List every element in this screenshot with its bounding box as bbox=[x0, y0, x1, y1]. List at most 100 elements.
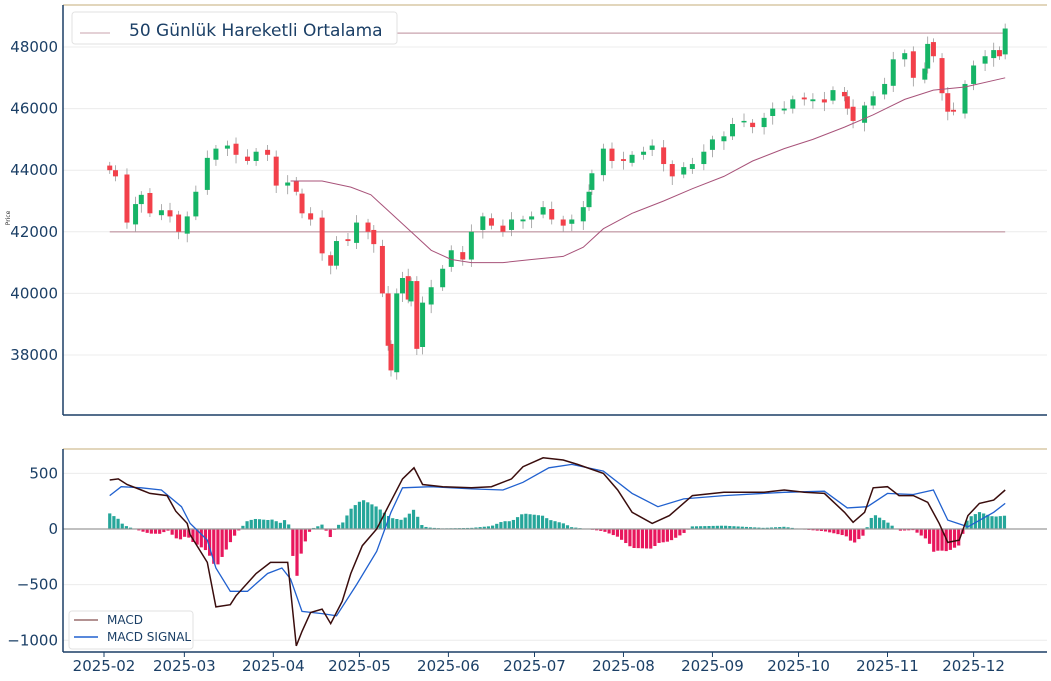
histogram-bar bbox=[932, 529, 935, 552]
x-tick-label: 2025-02 bbox=[73, 657, 136, 675]
candle-body bbox=[690, 164, 695, 169]
candle-body bbox=[891, 59, 896, 85]
candle-body bbox=[710, 139, 715, 149]
histogram-bar bbox=[970, 516, 973, 529]
histogram-bar bbox=[524, 514, 527, 529]
histogram-bar bbox=[503, 521, 506, 529]
histogram-bar bbox=[121, 524, 124, 529]
chart-title: 50 Günlük Hareketli Ortalama bbox=[129, 21, 383, 41]
histogram-bar bbox=[362, 500, 365, 529]
histogram-bar bbox=[399, 520, 402, 529]
histogram-bar bbox=[158, 529, 161, 534]
histogram-bar bbox=[920, 529, 923, 536]
histogram-bar bbox=[508, 521, 511, 529]
y-tick-label: 40000 bbox=[10, 284, 58, 302]
histogram-bar bbox=[266, 520, 269, 529]
candle-body bbox=[176, 215, 181, 232]
histogram-bar bbox=[878, 518, 881, 529]
candle-body bbox=[193, 192, 198, 217]
candle-body bbox=[730, 124, 735, 136]
histogram-bar bbox=[262, 520, 265, 529]
histogram-bar bbox=[558, 522, 561, 529]
histogram-bar bbox=[171, 529, 174, 535]
candle-body bbox=[601, 149, 606, 175]
histogram-bar bbox=[283, 520, 286, 529]
histogram-bar bbox=[408, 514, 411, 529]
candle-body bbox=[882, 84, 887, 94]
histogram-bar bbox=[175, 529, 178, 538]
candle-body bbox=[549, 209, 554, 219]
candle-body bbox=[294, 181, 299, 192]
candle-body bbox=[469, 232, 474, 260]
candle-body bbox=[168, 210, 173, 216]
histogram-bar bbox=[936, 529, 939, 551]
histogram-bar bbox=[279, 523, 282, 529]
candle-body bbox=[762, 118, 767, 127]
histogram-bar bbox=[528, 514, 531, 529]
candle-body bbox=[822, 99, 827, 102]
y-tick-label: 0 bbox=[48, 520, 58, 538]
candle-body bbox=[124, 175, 129, 223]
candle-body bbox=[366, 223, 371, 232]
histogram-bar bbox=[416, 517, 419, 529]
candle-body bbox=[630, 155, 635, 163]
candle-body bbox=[371, 230, 376, 244]
histogram-bar bbox=[412, 510, 415, 529]
histogram-bar bbox=[641, 529, 644, 548]
candle-body bbox=[925, 44, 930, 69]
y-tick-label: 48000 bbox=[10, 38, 58, 56]
histogram-bar bbox=[861, 529, 864, 536]
histogram-bar bbox=[183, 529, 186, 537]
histogram-bar bbox=[216, 529, 219, 564]
candle-body bbox=[641, 152, 646, 155]
histogram-bar bbox=[662, 529, 665, 542]
candle-body bbox=[721, 136, 726, 141]
legend-macd-signal: MACD SIGNAL bbox=[107, 630, 191, 644]
candle-body bbox=[147, 193, 152, 213]
candle-body bbox=[810, 99, 815, 101]
histogram-bar bbox=[275, 521, 278, 529]
histogram-bar bbox=[516, 517, 519, 529]
histogram-bar bbox=[295, 529, 298, 576]
candle-body bbox=[650, 146, 655, 150]
candle-body bbox=[139, 195, 144, 204]
candle-body bbox=[670, 164, 675, 176]
candle-body bbox=[480, 216, 485, 230]
candle-body bbox=[225, 146, 230, 149]
x-tick-label: 2025-04 bbox=[242, 657, 305, 675]
histogram-bar bbox=[990, 516, 993, 529]
candle-body bbox=[386, 293, 391, 345]
histogram-bar bbox=[653, 529, 656, 546]
histogram-bar bbox=[179, 529, 182, 539]
histogram-bar bbox=[395, 519, 398, 529]
candle-body bbox=[922, 69, 927, 80]
candle-body bbox=[681, 167, 686, 174]
x-tick-label: 2025-11 bbox=[856, 657, 919, 675]
histogram-bar bbox=[649, 529, 652, 549]
candle-body bbox=[440, 269, 445, 287]
candle-body bbox=[1003, 29, 1008, 55]
candle-body bbox=[790, 99, 795, 108]
histogram-bar bbox=[537, 515, 540, 529]
candle-body bbox=[701, 152, 706, 164]
candle-body bbox=[354, 223, 359, 243]
candle-body bbox=[489, 218, 494, 225]
candle-body bbox=[185, 216, 190, 233]
histogram-bar bbox=[853, 529, 856, 542]
histogram-bar bbox=[953, 529, 956, 548]
candle-body bbox=[587, 192, 592, 207]
y-tick-label: 44000 bbox=[10, 161, 58, 179]
candle-body bbox=[265, 150, 270, 155]
candle-body bbox=[334, 241, 339, 266]
histogram-bar bbox=[366, 502, 369, 529]
candle-body bbox=[609, 149, 614, 161]
x-tick-label: 2025-03 bbox=[153, 657, 216, 675]
candle-body bbox=[951, 110, 956, 112]
histogram-bar bbox=[549, 520, 552, 529]
candle-body bbox=[320, 218, 325, 254]
title-legend: 50 Günlük Hareketli Ortalama bbox=[72, 12, 397, 44]
histogram-bar bbox=[645, 529, 648, 548]
histogram-bar bbox=[291, 529, 294, 556]
histogram-bar bbox=[562, 523, 565, 529]
